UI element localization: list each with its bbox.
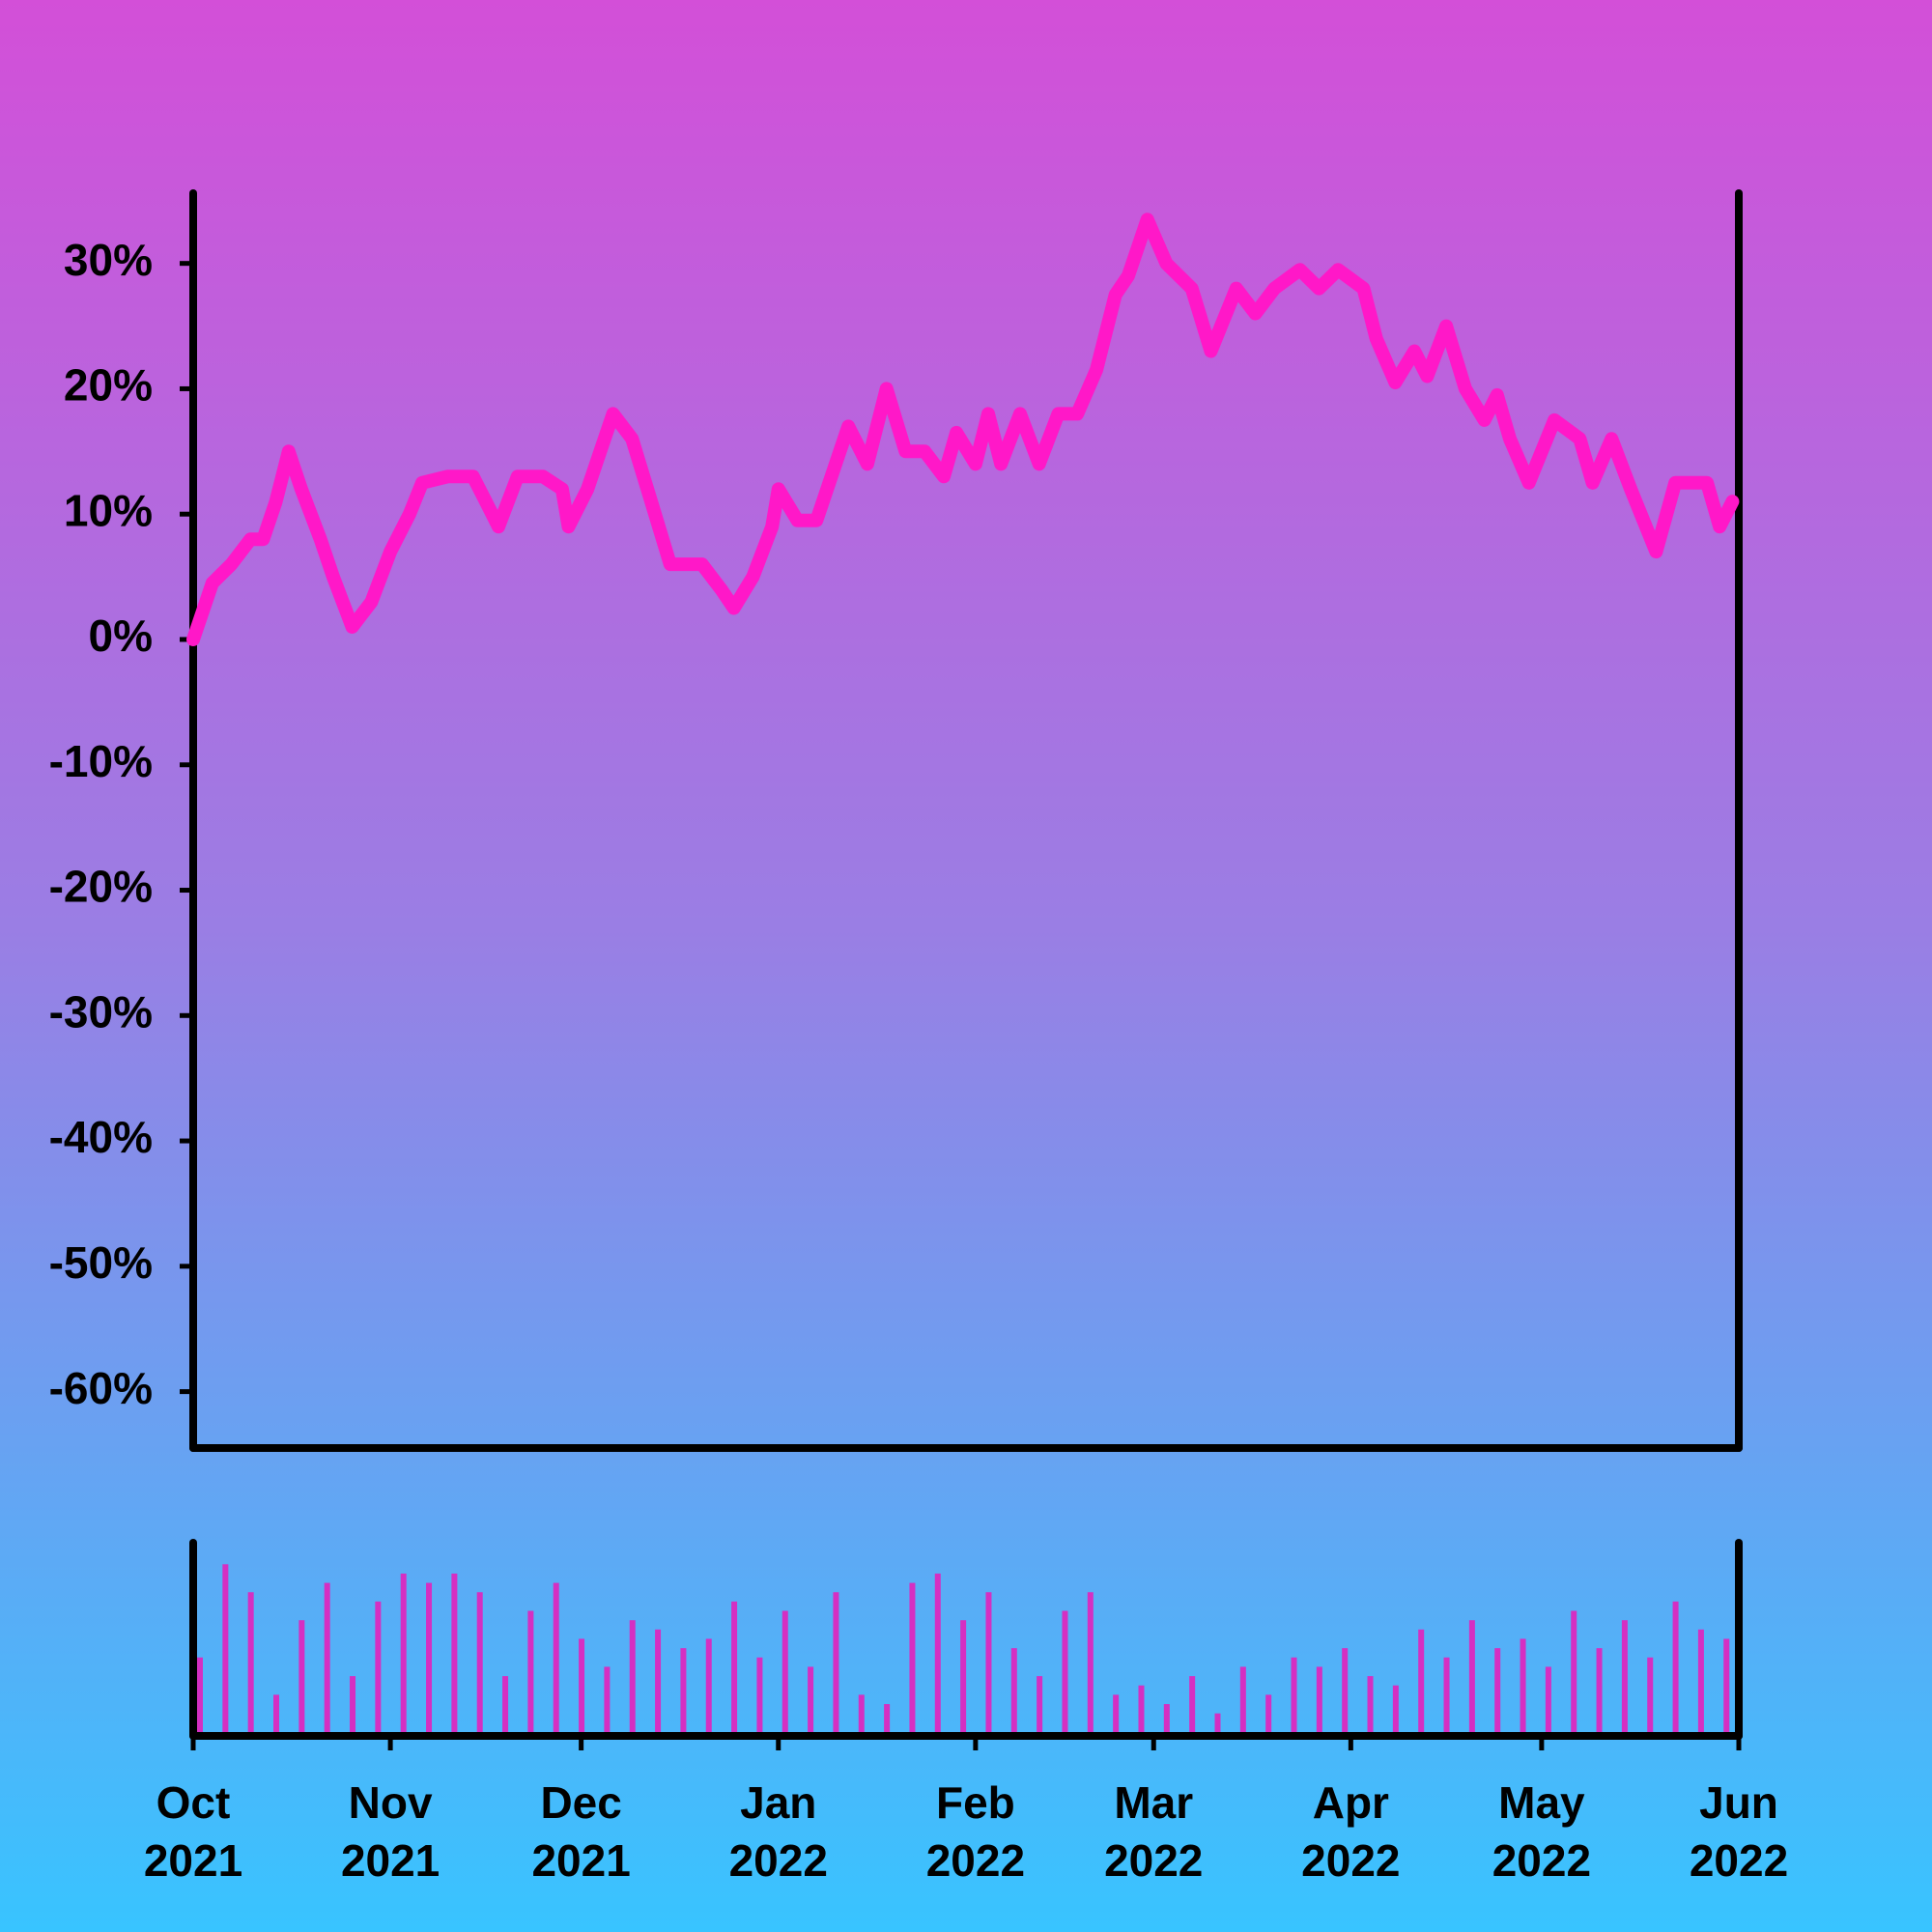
volume-bar [731, 1601, 738, 1732]
volume-bar [1571, 1610, 1577, 1732]
volume-bar [1113, 1694, 1120, 1732]
x-tick-label: Apr 2022 [1301, 1777, 1401, 1886]
volume-bar [400, 1573, 407, 1732]
volume-bar [808, 1666, 814, 1732]
volume-bar [426, 1582, 433, 1732]
volume-bar [629, 1620, 636, 1732]
volume-bar [1494, 1648, 1501, 1732]
y-tick-label: 10% [64, 485, 153, 535]
volume-bar [1418, 1629, 1425, 1732]
volume-bar [1037, 1676, 1043, 1732]
x-tick-label: Jun 2022 [1689, 1777, 1789, 1886]
volume-bar [476, 1592, 483, 1732]
volume-bar [934, 1573, 941, 1732]
x-tick-label: Oct 2021 [143, 1777, 243, 1886]
x-tick-label: Dec 2021 [531, 1777, 631, 1886]
volume-bar [1647, 1657, 1654, 1732]
volume-bar [1443, 1657, 1450, 1732]
volume-bar [1189, 1676, 1196, 1732]
volume-bar [1468, 1620, 1475, 1732]
volume-bar [960, 1620, 967, 1732]
volume-bar [527, 1610, 534, 1732]
volume-bar [451, 1573, 458, 1732]
volume-bar [680, 1648, 687, 1732]
volume-bar [655, 1629, 662, 1732]
volume-bar [604, 1666, 611, 1732]
volume-bar [350, 1676, 356, 1732]
volume-bar [884, 1704, 891, 1732]
y-tick-label: -30% [49, 986, 153, 1037]
price-line [186, 213, 1740, 646]
x-tick-label: Feb 2022 [925, 1777, 1026, 1886]
volume-bar [756, 1657, 763, 1732]
volume-bar [1316, 1666, 1322, 1732]
y-tick-label: -50% [49, 1237, 153, 1288]
volume-bar [1596, 1648, 1603, 1732]
volume-bar [705, 1638, 712, 1732]
volume-bar [553, 1582, 559, 1732]
volume-bar [1520, 1638, 1526, 1732]
volume-bar [273, 1694, 280, 1732]
volume-bar [1163, 1704, 1170, 1732]
volume-bar [1062, 1610, 1068, 1732]
volume-bar [1392, 1685, 1399, 1732]
volume-bar [222, 1564, 229, 1732]
volume-bar [1265, 1694, 1272, 1732]
volume-bar [1697, 1629, 1704, 1732]
y-tick-label: 30% [64, 235, 153, 285]
y-tick-label: -60% [49, 1363, 153, 1413]
y-tick-label: -40% [49, 1112, 153, 1162]
x-tick-label: Jan 2022 [728, 1777, 828, 1886]
volume-bar [1239, 1666, 1246, 1732]
volume-bar [833, 1592, 839, 1732]
axes [189, 189, 1743, 1740]
volume-bar [1291, 1657, 1297, 1732]
volume-bar [375, 1601, 382, 1732]
volume-bar [1010, 1648, 1017, 1732]
volume-bar [858, 1694, 865, 1732]
y-tick-label: 0% [89, 611, 153, 661]
volume-bar [247, 1592, 254, 1732]
volume-bar [1087, 1592, 1094, 1732]
volume-bar [1621, 1620, 1628, 1732]
volume-bar [1723, 1638, 1730, 1732]
y-tick-label: -10% [49, 736, 153, 786]
y-tick-label: -20% [49, 862, 153, 912]
volume-bar [579, 1638, 585, 1732]
volume-bar [1545, 1666, 1551, 1732]
x-tick-label: Mar 2022 [1104, 1777, 1204, 1886]
y-tick-label: 20% [64, 360, 153, 411]
volume-bar [1214, 1713, 1221, 1732]
volume-bar [1138, 1685, 1145, 1732]
volume-bar [781, 1610, 788, 1732]
x-tick-label: May 2022 [1492, 1777, 1592, 1886]
volume-bar [502, 1676, 509, 1732]
volume-bar [324, 1582, 330, 1732]
volume-bar [1367, 1676, 1374, 1732]
volume-bar [197, 1657, 203, 1732]
volume-bar [1342, 1648, 1349, 1732]
x-tick-label: Nov 2021 [340, 1777, 440, 1886]
volume-bar [985, 1592, 992, 1732]
volume-bar [298, 1620, 305, 1732]
volume-bar [909, 1582, 916, 1732]
volume-bar [1672, 1601, 1679, 1732]
